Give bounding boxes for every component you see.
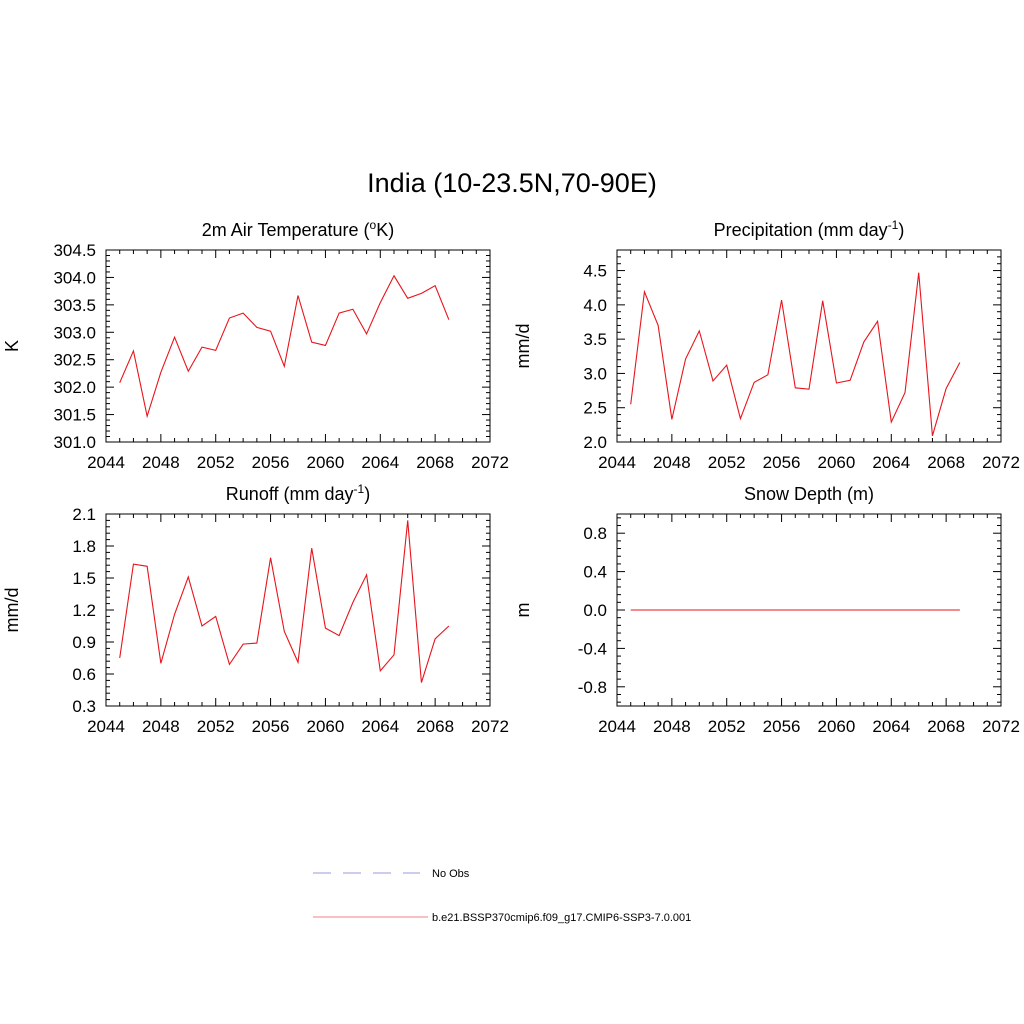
figure-title: India (10-23.5N,70-90E) xyxy=(367,168,657,198)
x-tick-label: 2056 xyxy=(763,453,801,472)
x-tick-label: 2048 xyxy=(142,453,180,472)
y-tick-label: 0.8 xyxy=(583,524,607,543)
x-tick-label: 2048 xyxy=(653,717,691,736)
y-tick-label: 0.3 xyxy=(72,697,96,716)
x-tick-label: 2060 xyxy=(307,453,345,472)
x-tick-label: 2064 xyxy=(361,717,399,736)
x-tick-label: 2068 xyxy=(416,717,454,736)
panel-title: Runoff (mm day-1) xyxy=(226,482,370,504)
x-tick-label: 2048 xyxy=(653,453,691,472)
legend-label-model: b.e21.BSSP370cmip6.f09_g17.CMIP6-SSP3-7.… xyxy=(432,912,691,924)
y-tick-label: 4.5 xyxy=(583,262,607,281)
y-tick-label: 4.0 xyxy=(583,296,607,315)
x-tick-label: 2056 xyxy=(252,453,290,472)
x-tick-label: 2044 xyxy=(598,453,636,472)
y-tick-label: 2.0 xyxy=(583,433,607,452)
x-tick-label: 2064 xyxy=(361,453,399,472)
y-tick-label: 302.0 xyxy=(53,378,96,397)
y-tick-label: 304.0 xyxy=(53,268,96,287)
x-tick-label: 2048 xyxy=(142,717,180,736)
panel-temperature: 2044 2048 2052 2056 2060 2064 2068 2072 301.0 301… xyxy=(2,218,509,472)
y-tick-label: -0.8 xyxy=(578,678,607,697)
x-tick-label: 2072 xyxy=(471,717,509,736)
panel-title: Snow Depth (m) xyxy=(744,484,874,504)
y-tick-label: 302.5 xyxy=(53,351,96,370)
x-tick-label: 2044 xyxy=(598,717,636,736)
y-tick-label: 0.4 xyxy=(583,563,607,582)
plot-frame xyxy=(105,249,491,443)
legend: No Obs b.e21.BSSP370cmip6.f09_g17.CMIP6-… xyxy=(313,868,691,924)
x-tick-label: 2044 xyxy=(87,453,125,472)
plot-frame xyxy=(105,513,491,707)
y-axis-label: m xyxy=(513,603,533,618)
series-line xyxy=(119,274,450,419)
x-tick-label: 2068 xyxy=(416,453,454,472)
x-tick-label: 2068 xyxy=(927,717,965,736)
x-tick-label: 2068 xyxy=(927,453,965,472)
panel-title: Precipitation (mm day-1) xyxy=(714,218,905,240)
y-tick-label: -0.4 xyxy=(578,639,607,658)
x-tick-label: 2052 xyxy=(197,717,235,736)
x-tick-label: 2072 xyxy=(982,717,1020,736)
y-tick-label: 301.0 xyxy=(53,433,96,452)
legend-label-obs: No Obs xyxy=(432,868,470,880)
y-tick-label: 0.0 xyxy=(583,601,607,620)
y-axis-label: K xyxy=(2,340,22,352)
y-tick-label: 3.0 xyxy=(583,364,607,383)
x-tick-label: 2052 xyxy=(197,453,235,472)
y-tick-label: 1.8 xyxy=(72,537,96,556)
panel-snow-depth: 2044 2048 2052 2056 2060 2064 2068 2072 -0.8 -0.4… xyxy=(513,484,1020,736)
y-tick-label: 2.1 xyxy=(72,505,96,524)
x-tick-label: 2072 xyxy=(982,453,1020,472)
x-tick-label: 2060 xyxy=(307,717,345,736)
y-tick-label: 0.9 xyxy=(72,633,96,652)
plot-frame xyxy=(616,249,1002,443)
x-tick-label: 2056 xyxy=(252,717,290,736)
y-axis-label: mm/d xyxy=(513,324,533,369)
y-tick-label: 301.5 xyxy=(53,406,96,425)
series-line xyxy=(630,272,961,436)
y-tick-label: 1.2 xyxy=(72,601,96,620)
x-tick-label: 2072 xyxy=(471,453,509,472)
y-tick-label: 1.5 xyxy=(72,569,96,588)
x-tick-label: 2064 xyxy=(872,453,910,472)
y-tick-label: 3.5 xyxy=(583,330,607,349)
x-tick-label: 2064 xyxy=(872,717,910,736)
x-tick-label: 2060 xyxy=(818,717,856,736)
x-tick-label: 2052 xyxy=(708,717,746,736)
x-tick-label: 2044 xyxy=(87,717,125,736)
panel-runoff: 2044 2048 2052 2056 2060 2064 2068 2072 0.3 0.6 0.… xyxy=(2,482,509,736)
y-tick-label: 303.5 xyxy=(53,296,96,315)
y-tick-label: 2.5 xyxy=(583,399,607,418)
x-tick-label: 2052 xyxy=(708,453,746,472)
panel-precipitation: 2044 2048 2052 2056 2060 2064 2068 2072 2.0 2.5 3.… xyxy=(513,218,1020,472)
y-tick-label: 303.0 xyxy=(53,323,96,342)
y-tick-label: 304.5 xyxy=(53,241,96,260)
y-axis-label: mm/d xyxy=(2,588,22,633)
series-line xyxy=(119,520,450,683)
y-tick-label: 0.6 xyxy=(72,665,96,684)
x-tick-label: 2056 xyxy=(763,717,801,736)
panel-title: 2m Air Temperature (oK) xyxy=(202,218,394,240)
x-tick-label: 2060 xyxy=(818,453,856,472)
